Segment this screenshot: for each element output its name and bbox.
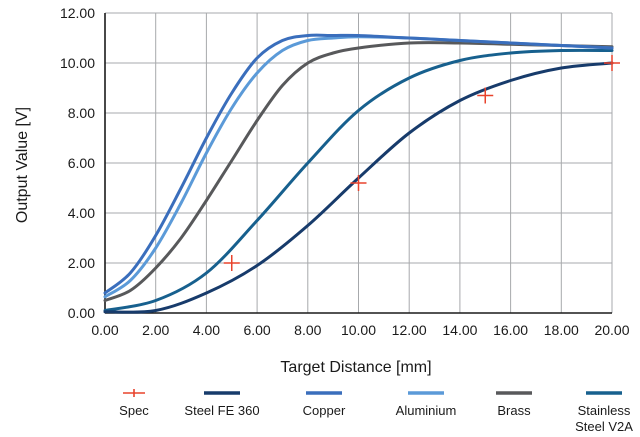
y-tick-labels: 0.00 2.00 4.00 6.00 8.00 10.00 12.00 [60,5,95,321]
y-tick-label: 8.00 [68,105,95,121]
legend-item-spec: Spec [119,389,149,418]
spec-marker [350,175,367,191]
svg-text:Brass: Brass [497,403,531,418]
x-tick-label: 20.00 [594,322,629,338]
spec-marker [477,87,494,104]
x-tick-label: 6.00 [243,322,270,338]
svg-text:Spec: Spec [119,403,149,418]
y-tick-label: 6.00 [68,155,95,171]
x-tick-label: 10.00 [341,322,376,338]
grid [104,12,613,314]
y-tick-label: 2.00 [68,255,95,271]
series-line-stainless-steel-v2a [103,48,614,312]
legend-item-copper: Copper [303,391,346,418]
svg-text:Aluminium: Aluminium [396,403,457,418]
y-tick-label: 0.00 [68,305,95,321]
y-tick-label: 4.00 [68,205,95,221]
x-axis-title: Target Distance [mm] [280,359,431,376]
series-layer [103,33,620,314]
legend: Spec Steel FE 360 Copper Aluminium Brass Stai… [119,389,633,434]
svg-text:Steel FE 360: Steel FE 360 [184,403,259,418]
spec-marker [223,255,240,271]
x-tick-label: 14.00 [442,322,477,338]
x-tick-label: 12.00 [392,322,427,338]
svg-text:Steel V2A: Steel V2A [575,419,633,434]
spec-marker [604,55,620,71]
x-tick-label: 0.00 [91,322,118,338]
x-tick-label: 18.00 [544,322,579,338]
x-tick-labels: 0.00 2.00 4.00 6.00 8.00 10.00 12.00 14.00 16.00… [91,322,629,338]
svg-text:Copper: Copper [303,403,346,418]
x-tick-label: 2.00 [142,322,169,338]
y-tick-label: 10.00 [60,55,95,71]
svg-text:Stainless: Stainless [578,403,631,418]
legend-item-aluminium: Aluminium [396,391,457,418]
legend-item-brass: Brass [496,391,532,418]
legend-item-steel-fe-360: Steel FE 360 [184,391,260,418]
x-tick-label: 8.00 [294,322,321,338]
series-line-brass [103,41,614,302]
x-tick-label: 4.00 [193,322,220,338]
y-tick-label: 12.00 [60,5,95,21]
axes [104,13,612,314]
x-tick-label: 16.00 [493,322,528,338]
series-line-copper [103,33,614,295]
y-axis-title: Output Value [V] [14,107,31,223]
